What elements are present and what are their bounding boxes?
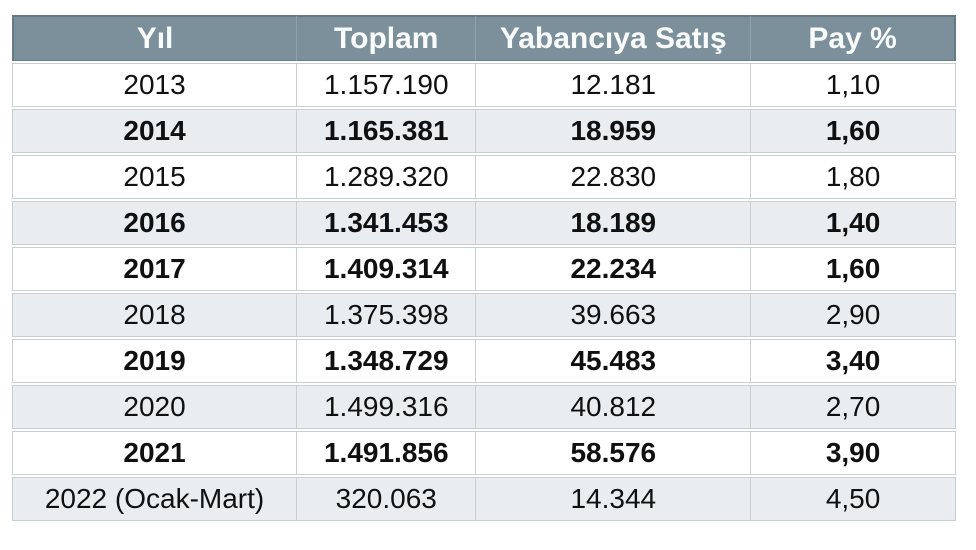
table-cell: 58.576 — [476, 431, 752, 475]
table-cell: 1.409.314 — [297, 247, 477, 291]
table-cell: 12.181 — [476, 63, 752, 107]
table-cell: 2,70 — [751, 385, 956, 429]
table-cell: 1.348.729 — [297, 339, 477, 383]
table-cell: 22.830 — [476, 155, 752, 199]
table-cell: 1,40 — [751, 201, 956, 245]
table-cell: 2022 (Ocak-Mart) — [12, 477, 298, 521]
table-cell: 3,90 — [751, 431, 956, 475]
table-cell: 3,40 — [751, 339, 956, 383]
table-row: 2018 1.375.398 39.663 2,90 — [12, 293, 956, 337]
table-row: 2014 1.165.381 18.959 1,60 — [12, 109, 956, 153]
col-header-yabanciya-satis: Yabancıya Satış — [476, 15, 752, 61]
table-cell: 1,10 — [751, 63, 956, 107]
table-cell: 14.344 — [476, 477, 752, 521]
table-row: 2020 1.499.316 40.812 2,70 — [12, 385, 956, 429]
table-cell: 2018 — [12, 293, 298, 337]
table-cell: 39.663 — [476, 293, 752, 337]
table-row: 2016 1.341.453 18.189 1,40 — [12, 201, 956, 245]
col-header-toplam: Toplam — [297, 15, 477, 61]
table-row: 2019 1.348.729 45.483 3,40 — [12, 339, 956, 383]
table-cell: 18.189 — [476, 201, 752, 245]
table-cell: 1.289.320 — [297, 155, 477, 199]
table-cell: 2020 — [12, 385, 298, 429]
table-body: 2013 1.157.190 12.181 1,10 2014 1.165.381 18.9… — [12, 63, 956, 521]
table-cell: 2019 — [12, 339, 298, 383]
table-cell: 2016 — [12, 201, 298, 245]
data-table: Yıl Toplam Yabancıya Satış Pay % 2013 1.1… — [12, 13, 956, 523]
table-row: 2017 1.409.314 22.234 1,60 — [12, 247, 956, 291]
table-cell: 1.157.190 — [297, 63, 477, 107]
table-cell: 18.959 — [476, 109, 752, 153]
table-row: 2015 1.289.320 22.830 1,80 — [12, 155, 956, 199]
table-cell: 1.341.453 — [297, 201, 477, 245]
table-row: 2013 1.157.190 12.181 1,10 — [12, 63, 956, 107]
table-cell: 1.491.856 — [297, 431, 477, 475]
table-cell: 2017 — [12, 247, 298, 291]
table-cell: 1.375.398 — [297, 293, 477, 337]
table-cell: 2014 — [12, 109, 298, 153]
table-cell: 1,80 — [751, 155, 956, 199]
table-cell: 45.483 — [476, 339, 752, 383]
table-cell: 40.812 — [476, 385, 752, 429]
table-cell: 1.499.316 — [297, 385, 477, 429]
table-cell: 22.234 — [476, 247, 752, 291]
table-header: Yıl Toplam Yabancıya Satış Pay % — [12, 15, 956, 61]
table-cell: 2013 — [12, 63, 298, 107]
header-row: Yıl Toplam Yabancıya Satış Pay % — [12, 15, 956, 61]
table-cell: 1,60 — [751, 109, 956, 153]
col-header-yil: Yıl — [12, 15, 298, 61]
table-cell: 1,60 — [751, 247, 956, 291]
table-cell: 2015 — [12, 155, 298, 199]
table-row: 2022 (Ocak-Mart) 320.063 14.344 4,50 — [12, 477, 956, 521]
table-cell: 320.063 — [297, 477, 477, 521]
col-header-pay-pct: Pay % — [751, 15, 956, 61]
table-cell: 2021 — [12, 431, 298, 475]
table-cell: 1.165.381 — [297, 109, 477, 153]
table-cell: 4,50 — [751, 477, 956, 521]
table-row: 2021 1.491.856 58.576 3,90 — [12, 431, 956, 475]
table-cell: 2,90 — [751, 293, 956, 337]
